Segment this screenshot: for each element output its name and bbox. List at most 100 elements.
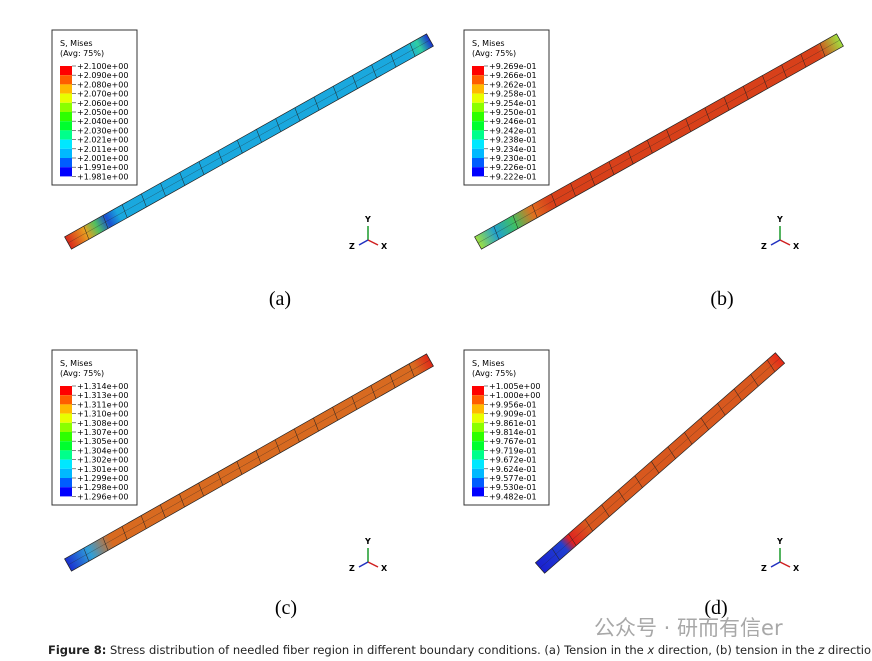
legend-swatch	[60, 459, 72, 469]
beam-element	[313, 417, 319, 432]
axis-z	[358, 239, 369, 246]
legend-value: +9.226e-01	[489, 163, 537, 172]
legend-swatch	[472, 422, 484, 432]
legend-swatch	[472, 139, 484, 149]
legend-title: S, Mises	[60, 39, 93, 48]
axis-label: Y	[776, 215, 783, 224]
beam-element	[627, 150, 634, 165]
legend-value: +2.011e+00	[77, 145, 128, 154]
legend-value: +2.001e+00	[77, 154, 128, 163]
legend-value: +9.956e-01	[489, 400, 537, 409]
beam-element	[275, 118, 281, 132]
legend-value: +9.269e-01	[489, 62, 537, 71]
beam-element	[217, 150, 224, 165]
legend-swatch	[472, 66, 484, 76]
beam-edge	[539, 357, 781, 569]
beam-element	[666, 129, 672, 143]
legend-value: +9.254e-01	[489, 99, 537, 108]
beam-element	[313, 96, 320, 111]
beam-element	[140, 515, 147, 529]
legend-swatch	[472, 450, 484, 460]
legend-swatch	[472, 148, 484, 158]
beam-edge	[477, 39, 841, 244]
legend-swatch	[60, 386, 72, 396]
legend-swatch	[60, 450, 72, 460]
axis-x	[367, 239, 379, 246]
legend-value: +9.246e-01	[489, 117, 537, 126]
legend-value: +1.299e+00	[77, 474, 128, 483]
beam-element	[179, 493, 185, 508]
caption-text: direction, (c)	[827, 643, 872, 657]
caption-text: x	[647, 643, 655, 657]
beam	[64, 33, 434, 250]
beam-element	[121, 204, 128, 218]
panel-label: (d)	[704, 597, 727, 619]
legend-value: +9.909e-01	[489, 410, 537, 419]
beam-element	[83, 226, 90, 240]
legend-swatch	[60, 395, 72, 405]
legend-swatch	[60, 130, 72, 140]
beam-element	[179, 172, 186, 186]
beam-element	[256, 129, 262, 143]
legend-value: +1.000e+00	[489, 391, 540, 400]
panel: S, Mises(Avg: 75%)+1.005e+00+1.000e+00+9…	[463, 349, 800, 619]
axis-x	[779, 239, 791, 246]
legend-value: +9.230e-01	[489, 154, 537, 163]
beam-element	[255, 450, 262, 464]
beam-element	[667, 446, 676, 459]
legend-swatch	[60, 158, 72, 168]
legend-swatch	[60, 404, 72, 414]
legend-subtitle: (Avg: 75%)	[60, 369, 104, 378]
beam-element	[237, 139, 243, 154]
beam-element	[121, 526, 128, 540]
beam-element	[651, 461, 660, 474]
legend-swatch	[472, 167, 484, 177]
legend-swatch	[472, 112, 484, 122]
beam-element	[766, 359, 776, 372]
beam-element	[102, 537, 109, 551]
beam-element	[584, 519, 593, 532]
legend-swatch	[60, 121, 72, 131]
beam-element	[390, 53, 397, 68]
legend-swatch	[472, 386, 484, 396]
legend-value: +1.314e+00	[77, 382, 128, 391]
legend-value: +2.060e+00	[77, 99, 128, 108]
axis-x	[779, 561, 791, 568]
beam-element	[570, 183, 576, 197]
legend-subtitle: (Avg: 75%)	[60, 49, 104, 58]
legend-swatch	[60, 413, 72, 423]
beam-element	[274, 439, 281, 453]
legend-value: +1.981e+00	[77, 172, 128, 181]
panel-label: (b)	[710, 288, 733, 310]
legend-value: +1.305e+00	[77, 437, 128, 446]
legend-value: +1.296e+00	[77, 492, 128, 501]
axis-label: X	[381, 564, 388, 573]
legend-value: +1.313e+00	[77, 391, 128, 400]
beam-element	[531, 204, 538, 218]
legend-swatch	[472, 93, 484, 103]
legend-value: +9.258e-01	[489, 90, 537, 99]
beam-element	[160, 504, 166, 518]
beam-element	[389, 374, 396, 388]
axis-label: Y	[364, 215, 371, 224]
beam-element	[762, 75, 768, 89]
legend-value: +9.861e-01	[489, 419, 537, 428]
axis-label: Z	[761, 242, 767, 251]
legend-title: S, Mises	[472, 359, 505, 368]
caption: Figure 8: Stress distribution of needled…	[48, 643, 872, 657]
legend-value: +9.672e-01	[489, 456, 537, 465]
legend-swatch	[472, 102, 484, 112]
beam-element	[371, 64, 377, 79]
legend-title: S, Mises	[472, 39, 505, 48]
panel: S, Mises(Avg: 75%)+2.100e+00+2.090e+00+2…	[51, 29, 434, 310]
legend-swatch	[472, 158, 484, 168]
beam-element	[608, 161, 615, 175]
beam-element	[601, 504, 610, 517]
legend-swatch	[60, 441, 72, 451]
legend-value: +9.530e-01	[489, 483, 537, 492]
legend-swatch	[472, 487, 484, 497]
beam-element	[332, 407, 338, 421]
axis-label: Y	[776, 537, 783, 546]
axis-z	[770, 239, 781, 246]
legend-swatch	[60, 167, 72, 177]
